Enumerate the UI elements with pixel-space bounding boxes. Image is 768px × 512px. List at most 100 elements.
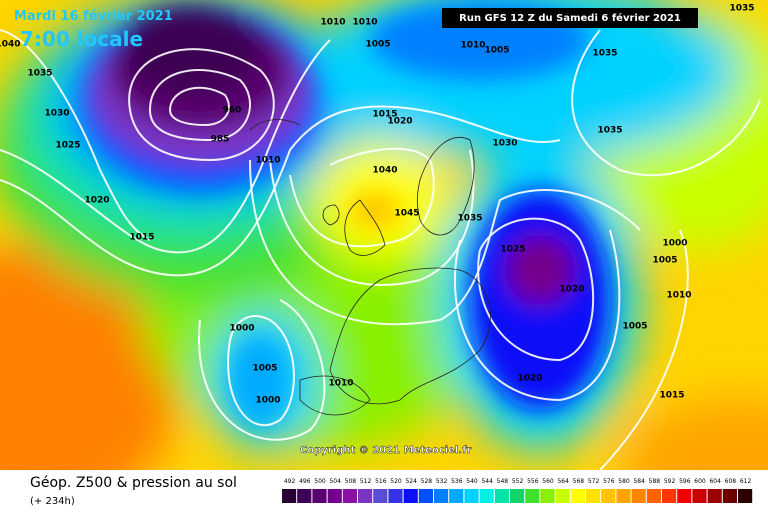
- isobar-label: 1020: [84, 196, 109, 206]
- legend-tick-label: 544: [481, 478, 493, 485]
- legend-tick-label: 556: [527, 478, 539, 485]
- legend-tick-label: 604: [709, 478, 721, 485]
- legend-swatch: [540, 489, 555, 503]
- legend-swatch: [662, 489, 677, 503]
- legend-tick-label: 492: [284, 478, 296, 485]
- run-label: Run GFS 12 Z du Samedi 6 février 2021: [459, 12, 681, 24]
- color-legend: 492 496 500 504 508 512 516 520 524 528 532 536 540 5…: [282, 478, 753, 503]
- legend-tick-label: 608: [725, 478, 737, 485]
- legend-swatch: [403, 489, 418, 503]
- isobar-label: 1005: [252, 364, 277, 374]
- legend-tick-label: 512: [360, 478, 372, 485]
- isobars: [0, 29, 761, 470]
- legend-swatch: [388, 489, 403, 503]
- legend-swatch: [570, 489, 585, 503]
- legend-tick-label: 548: [497, 478, 509, 485]
- isobar-label: 1015: [129, 233, 154, 243]
- isobar-label: 1040: [372, 166, 397, 176]
- isobar-label: 1015: [372, 110, 397, 120]
- legend-swatch: [601, 489, 616, 503]
- isobar-label: 1030: [492, 139, 517, 149]
- legend-tick-label: 536: [451, 478, 463, 485]
- legend-tick-label: 576: [603, 478, 615, 485]
- isobar-label: 1020: [387, 117, 412, 127]
- lead-time: (+ 234h): [30, 496, 75, 507]
- isobar-label: 1015: [659, 391, 684, 401]
- isobar-label: 1010: [328, 379, 353, 389]
- isobar-label: 1010: [255, 156, 280, 166]
- legend-swatch: [555, 489, 570, 503]
- legend-tick-label: 592: [664, 478, 676, 485]
- legend-swatch: [297, 489, 312, 503]
- isobar-label: 1025: [55, 141, 80, 151]
- legend-swatch: [707, 489, 722, 503]
- legend-swatch: [692, 489, 707, 503]
- isobar-label: 1000: [229, 324, 254, 334]
- legend-tick-label: 596: [679, 478, 691, 485]
- legend-tick-label: 612: [740, 478, 752, 485]
- legend-swatch: [738, 489, 753, 503]
- legend-swatch: [510, 489, 525, 503]
- legend-swatch: [677, 489, 692, 503]
- isobar-labels: 1010101010151035104010351005101010051035…: [0, 4, 755, 406]
- isobar-label: 1010: [352, 18, 377, 28]
- isobar-label: 1005: [652, 256, 677, 266]
- legend-swatch: [358, 489, 373, 503]
- footer-title: Géop. Z500 & pression au sol: [30, 475, 237, 491]
- legend-swatch: [464, 489, 479, 503]
- isobar-label: 1030: [44, 109, 69, 119]
- isobar-label: 1035: [597, 126, 622, 136]
- legend-swatch: [722, 489, 737, 503]
- legend-tick-label: 504: [329, 478, 341, 485]
- legend-tick-label: 588: [649, 478, 661, 485]
- legend-tick-label: 540: [466, 478, 478, 485]
- legend-swatch: [434, 489, 449, 503]
- isobar-label: 1000: [662, 239, 687, 249]
- legend-swatch: [373, 489, 388, 503]
- legend-swatch: [586, 489, 601, 503]
- legend-swatch: [342, 489, 357, 503]
- isobar-label: 1035: [729, 4, 754, 14]
- time-label: 7:00 locale: [20, 27, 143, 51]
- isobar-label: 1010: [460, 41, 485, 51]
- isobar-label: 1035: [27, 69, 52, 79]
- legend-tick-label: 600: [694, 478, 706, 485]
- isobar-label: 1025: [500, 245, 525, 255]
- legend-swatch: [631, 489, 646, 503]
- isobar-label: 1000: [255, 396, 280, 406]
- legend-swatch: [525, 489, 540, 503]
- legend-swatch: [479, 489, 494, 503]
- legend-swatch: [312, 489, 327, 503]
- legend-swatch: [616, 489, 631, 503]
- legend-tick-label: 520: [390, 478, 402, 485]
- isobar-label: 1035: [457, 214, 482, 224]
- isobar-label: 1045: [394, 209, 419, 219]
- legend-swatch: [418, 489, 433, 503]
- legend-swatch: [646, 489, 661, 503]
- legend-tick-label: 580: [618, 478, 630, 485]
- legend-tick-label: 552: [512, 478, 524, 485]
- isobar-label: 1010: [320, 18, 345, 28]
- legend-tick-label: 516: [375, 478, 387, 485]
- legend-tick-label: 572: [588, 478, 600, 485]
- isobar-label: 985: [211, 135, 230, 145]
- isobar-label: 1005: [365, 40, 390, 50]
- legend-tick-label: 584: [633, 478, 645, 485]
- legend-tick-label: 532: [436, 478, 448, 485]
- isobar-label: 1035: [592, 49, 617, 59]
- isobar-label: 1005: [622, 322, 647, 332]
- legend-tick-label: 508: [345, 478, 357, 485]
- coastlines: [249, 119, 491, 416]
- isobar-label: 1005: [484, 46, 509, 56]
- date-label: Mardi 16 février 2021: [14, 9, 173, 24]
- run-box: [442, 8, 698, 28]
- isobar-label: 1020: [559, 285, 584, 295]
- copyright: Copyright © 2021 Meteociel.fr: [300, 445, 471, 456]
- isobar-label: 960: [223, 106, 242, 116]
- isobar-label: 1040: [0, 40, 21, 50]
- legend-swatch: [327, 489, 342, 503]
- legend-tick-label: 568: [573, 478, 585, 485]
- legend-tick-label: 560: [542, 478, 554, 485]
- isobar-label: 1020: [517, 374, 542, 384]
